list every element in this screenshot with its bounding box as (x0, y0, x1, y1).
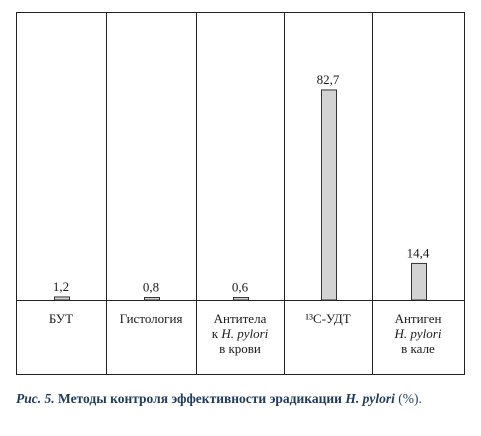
bar (411, 262, 427, 301)
caption-unit: (%). (398, 391, 422, 406)
data-label: 14,4 (407, 245, 430, 260)
x-tick-label: H. pylori (394, 326, 442, 341)
x-tick-label: в крови (219, 341, 261, 356)
x-tick-label: ¹³С-УДТ (305, 311, 351, 326)
caption-text: Методы контроля эффективности эрадикации (58, 391, 342, 406)
chart-border (16, 12, 465, 375)
caption-species: H. pylori (345, 391, 395, 406)
data-label: 0,8 (143, 280, 159, 295)
x-tick-label: Антиген (395, 311, 442, 326)
x-tick-label: к H. pylori (212, 326, 269, 341)
bar (321, 89, 337, 301)
x-tick-label: Антитела (214, 311, 267, 326)
data-label: 0,6 (232, 280, 249, 295)
bar (233, 297, 249, 301)
bar (144, 297, 160, 301)
data-label: 1,2 (53, 279, 69, 294)
x-tick-label: в кале (401, 341, 435, 356)
x-tick-label: БУТ (49, 311, 73, 326)
figure-caption: Рис. 5. Методы контроля эффективности эр… (16, 389, 464, 408)
chart-frame: 1,2 БУТ 0,8 Гистология 0,6 Антитела к H. pylor… (16, 12, 465, 375)
x-tick-label: Гистология (120, 311, 183, 326)
caption-label: Рис. 5. (16, 391, 55, 406)
bar (54, 296, 70, 301)
data-label: 82,7 (317, 72, 340, 87)
